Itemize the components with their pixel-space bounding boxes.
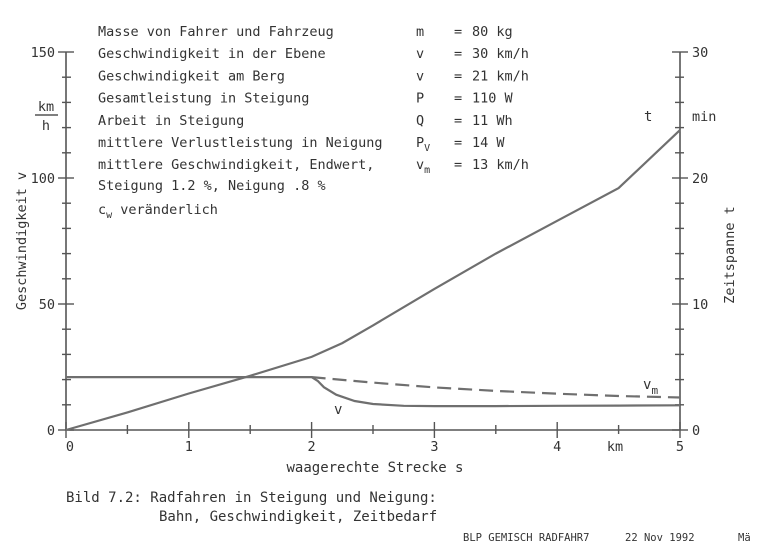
info-line: Gesamtleistung in Steigung P = 110 W — [98, 91, 514, 107]
info-label: Geschwindigkeit am Berg — [98, 68, 285, 84]
series-label-v: v — [334, 402, 342, 418]
cw-symbol: c — [98, 202, 106, 218]
info-value: 14 W — [472, 135, 505, 151]
right-y-tick-label: 10 — [692, 297, 708, 313]
axes-frame — [65, 52, 681, 431]
slope-line: Steigung 1.2 %, Neigung .8 % — [98, 178, 326, 194]
info-equals: = — [454, 24, 462, 40]
info-label: Gesamtleistung in Steigung — [98, 91, 309, 107]
x-axis-unit: km — [607, 439, 623, 455]
info-label: Arbeit in Steigung — [98, 113, 244, 129]
right-axis-unit: min — [692, 109, 716, 125]
series-layer: t v vm — [65, 109, 681, 432]
info-line: mittlere Verlustleistung in Neigung PV = 14… — [98, 135, 505, 154]
info-line: mittlere Geschwindigkeit, Endwert, vm = 13 … — [98, 157, 529, 176]
x-tick-label: 1 — [185, 439, 193, 455]
footer-initials: Mä — [738, 532, 751, 544]
info-value: 21 km/h — [472, 68, 529, 84]
info-value: 80 kg — [472, 24, 513, 40]
x-tick-label: 0 — [66, 439, 74, 455]
info-value: 30 km/h — [472, 46, 529, 62]
caption-line-2: Bahn, Geschwindigkeit, Zeitbedarf — [159, 509, 437, 525]
cw-text: veränderlich — [112, 202, 218, 218]
info-symbol: vm — [416, 157, 430, 176]
info-symbol: v — [416, 46, 424, 62]
x-tick-label: 4 — [553, 439, 561, 455]
left-y-tick-label: 0 — [47, 423, 55, 439]
right-y-tick-label: 30 — [692, 45, 708, 61]
right-axis-title: Zeitspanne t — [722, 206, 738, 304]
info-symbol: v — [416, 68, 424, 84]
footer-file: BLP GEMISCH RADFAHR7 — [463, 532, 589, 544]
info-symbol: P — [416, 91, 424, 107]
left-y-tick-label: 50 — [39, 297, 55, 313]
x-axis-title: waagerechte Strecke s — [286, 460, 463, 476]
x-tick-label: 5 — [676, 439, 684, 455]
x-tick-label: 2 — [308, 439, 316, 455]
info-equals: = — [454, 46, 462, 62]
info-line: Geschwindigkeit in der Ebene v = 30 km/h — [98, 46, 529, 62]
left-y-tick-label: 150 — [31, 45, 55, 61]
info-symbol: PV — [416, 135, 430, 154]
right-y-tick-label: 20 — [692, 171, 708, 187]
info-value: 13 km/h — [472, 157, 529, 173]
series-label-v-m: vm — [643, 377, 658, 397]
cw-line: cw veränderlich — [98, 202, 218, 221]
info-symbol: m — [416, 24, 424, 40]
x-tick-label: 3 — [430, 439, 438, 455]
tick-marks — [58, 51, 688, 438]
cw-subscript: w — [106, 210, 113, 221]
series-label-t: t — [644, 109, 652, 125]
info-line: Masse von Fahrer und Fahrzeug m = 80 kg — [98, 24, 513, 40]
info-label: Masse von Fahrer und Fahrzeug — [98, 24, 334, 40]
info-label: mittlere Geschwindigkeit, Endwert, — [98, 157, 374, 173]
left-y-tick-label: 100 — [31, 171, 55, 187]
info-label: mittlere Verlustleistung in Neigung — [98, 135, 382, 151]
left-axis-unit-den: h — [42, 118, 50, 134]
info-equals: = — [454, 135, 462, 151]
info-value: 110 W — [472, 91, 514, 107]
info-block: Masse von Fahrer und Fahrzeug m = 80 kg Gesc… — [98, 24, 529, 176]
left-axis-unit-num: km — [38, 99, 54, 115]
info-equals: = — [454, 91, 462, 107]
info-equals: = — [454, 113, 462, 129]
right-y-tick-label: 0 — [692, 423, 700, 439]
caption-line-1: Bild 7.2: Radfahren in Steigung und Neig… — [66, 490, 437, 506]
info-symbol: Q — [416, 113, 424, 129]
info-label: Geschwindigkeit in der Ebene — [98, 46, 326, 62]
info-line: Arbeit in Steigung Q = 11 Wh — [98, 113, 513, 129]
info-value: 11 Wh — [472, 113, 513, 129]
info-line: Geschwindigkeit am Berg v = 21 km/h — [98, 68, 529, 84]
series-v-m-line — [311, 376, 681, 399]
footer-date: 22 Nov 1992 — [625, 532, 695, 544]
info-equals: = — [454, 157, 462, 173]
series-t-line — [65, 129, 681, 432]
left-axis-title: Geschwindigkeit v — [14, 172, 30, 310]
info-equals: = — [454, 68, 462, 84]
series-v-line — [66, 376, 681, 408]
